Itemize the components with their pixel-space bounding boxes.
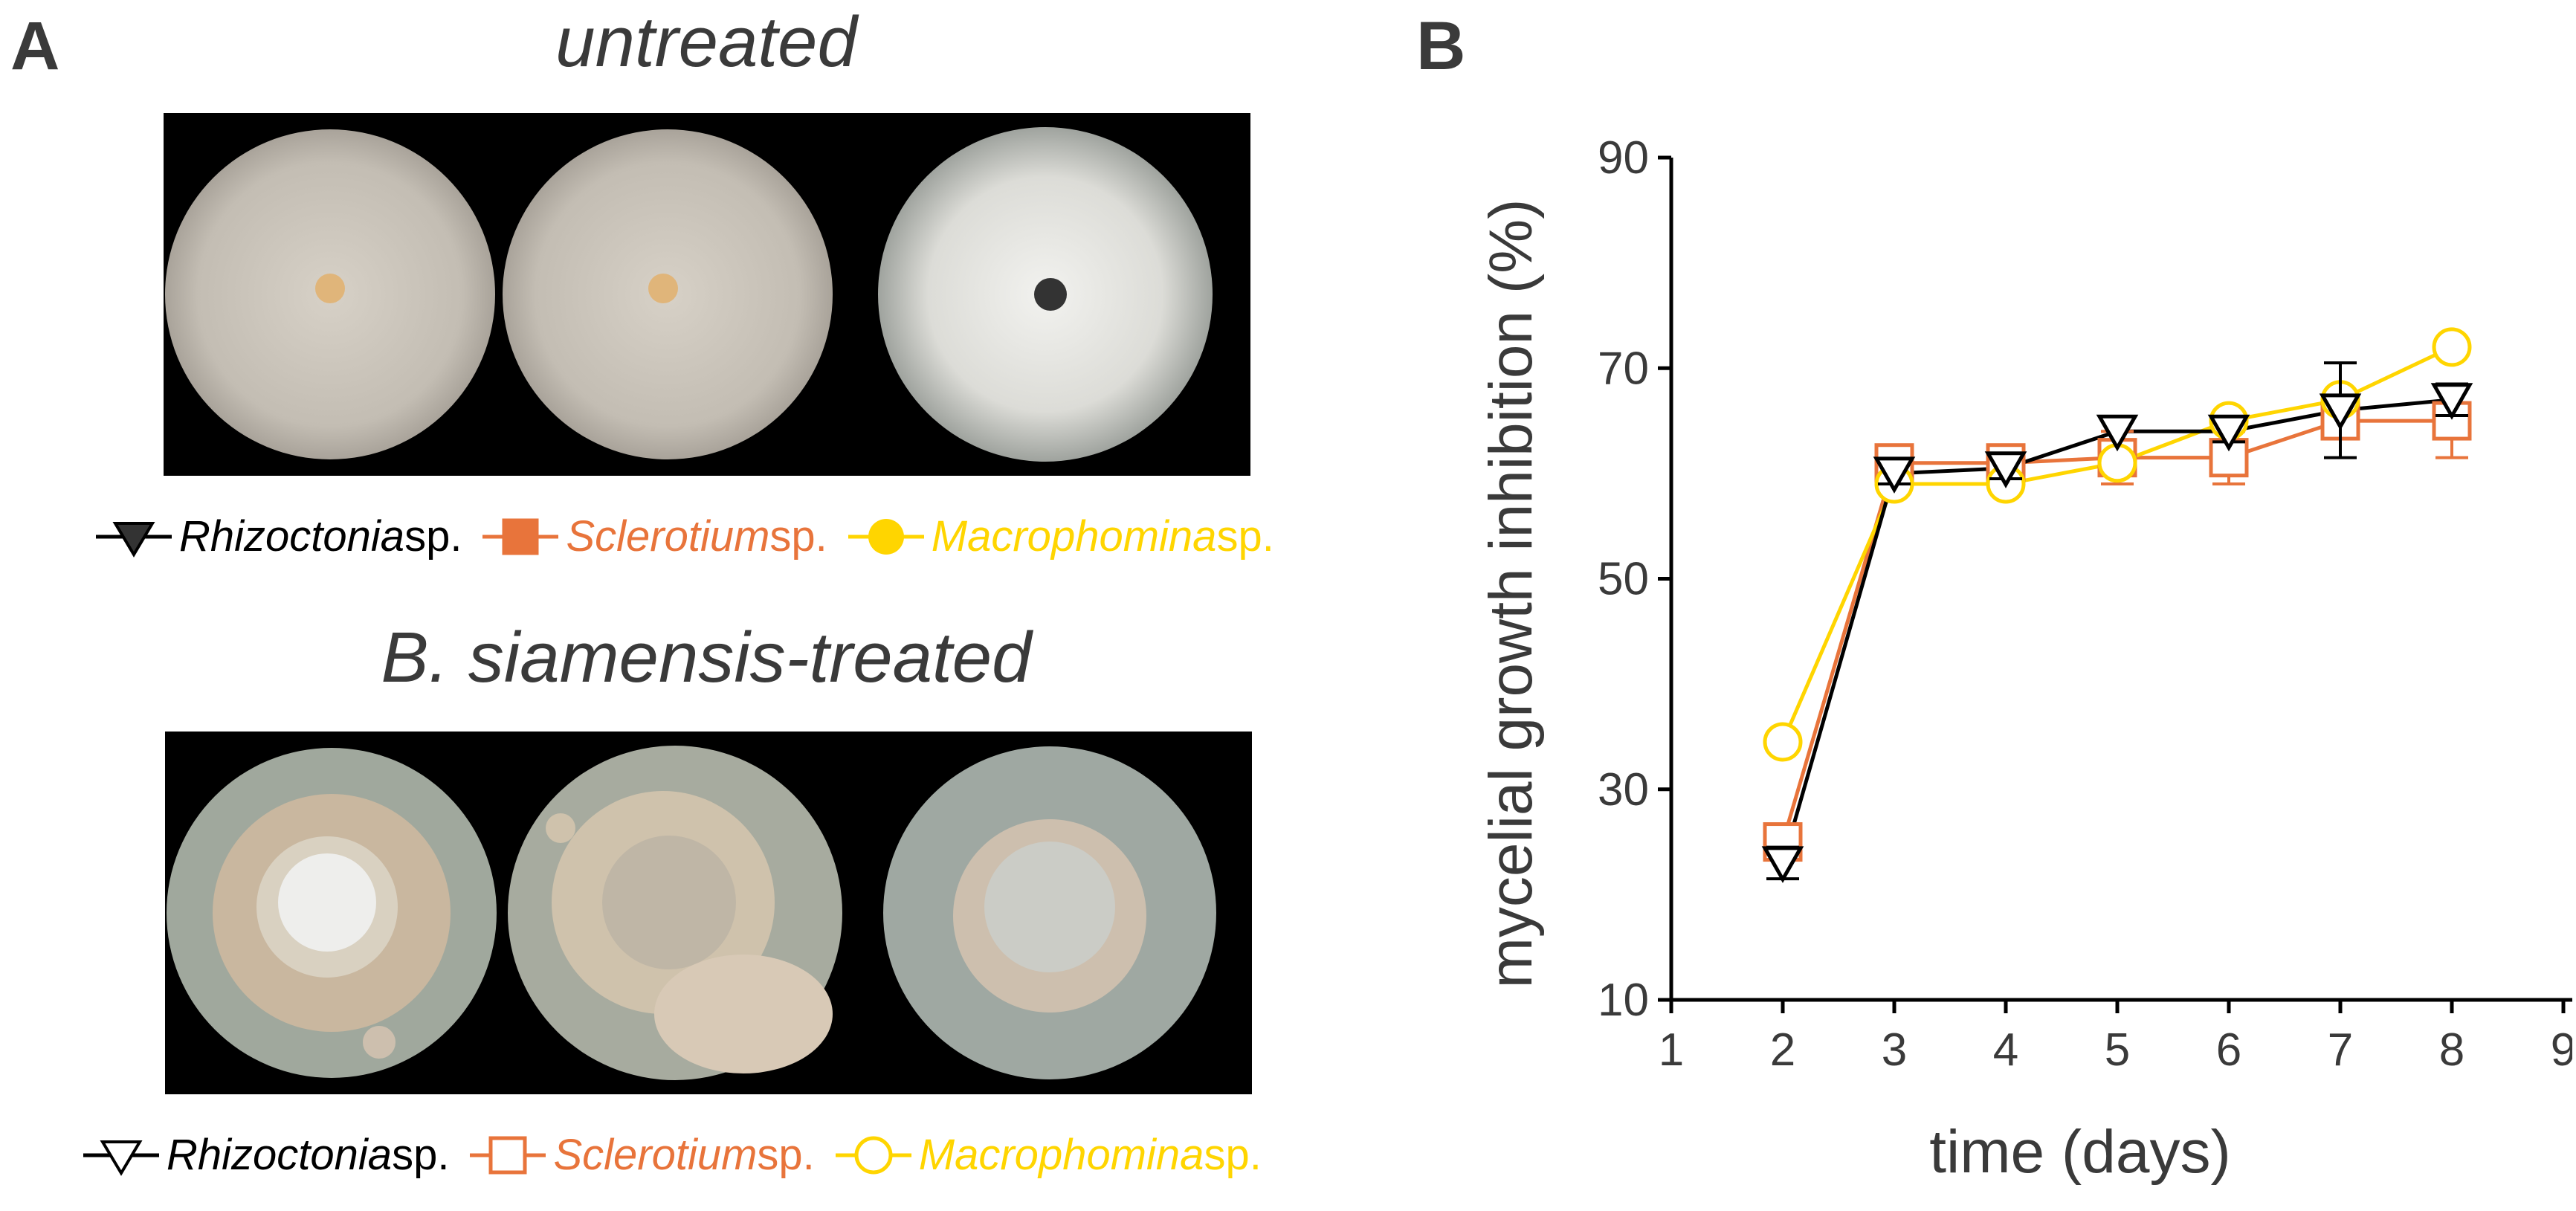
legend-untreated: Rhizoctonia sp. Sclerotium sp. Macrophom… xyxy=(93,511,1292,561)
legend-item-sclerotium-untreated: Sclerotium sp. xyxy=(480,511,827,561)
treated-plates-image xyxy=(165,732,1252,1094)
legend-genus: Macrophomina xyxy=(918,1131,1204,1179)
panel-a-label: A xyxy=(10,8,60,84)
x-axis-label: time (days) xyxy=(1929,1118,2231,1186)
legend-genus: Rhizoctonia xyxy=(167,1131,393,1179)
circle-filled-icon xyxy=(848,518,924,555)
legend-item-rhizoctonia-untreated: Rhizoctonia sp. xyxy=(93,511,462,561)
data-point-triangle xyxy=(2096,414,2139,452)
untreated-plates-image xyxy=(164,113,1250,476)
legend-item-rhizoctonia-treated: Rhizoctonia sp. xyxy=(80,1130,449,1180)
x-tick-label: 2 xyxy=(1770,1024,1795,1076)
y-tick-label: 30 xyxy=(1598,764,1649,816)
data-point-triangle xyxy=(2430,383,2473,420)
legend-genus: Sclerotium xyxy=(566,512,770,561)
square-filled-icon xyxy=(482,518,559,555)
y-tick-label: 10 xyxy=(1598,975,1649,1026)
data-point-triangle xyxy=(1873,456,1916,494)
x-tick-label: 3 xyxy=(1882,1024,1907,1076)
y-tick-label: 70 xyxy=(1598,343,1649,394)
x-tick-label: 1 xyxy=(1659,1024,1684,1076)
untreated-title: untreated xyxy=(555,2,857,82)
x-tick-label: 7 xyxy=(2328,1024,2353,1076)
x-tick-label: 8 xyxy=(2439,1024,2464,1076)
legend-item-macrophomina-untreated: Macrophomina sp. xyxy=(845,511,1274,561)
x-tick-label: 4 xyxy=(1993,1024,2018,1076)
data-point-triangle xyxy=(1761,846,1804,883)
data-point-triangle xyxy=(2207,414,2250,452)
legend-treated: Rhizoctonia sp. Sclerotium sp. Macrophom… xyxy=(80,1130,1279,1180)
treated-title: B. siamensis-treated xyxy=(381,618,1032,697)
x-tick-label: 6 xyxy=(2216,1024,2241,1076)
legend-genus: Rhizoctonia xyxy=(179,512,405,561)
legend-item-macrophomina-treated: Macrophomina sp. xyxy=(833,1130,1262,1180)
data-point-circle xyxy=(2432,327,2472,367)
growth-inhibition-chart: 10 30 50 70 90 1 2 3 4 5 6 7 8 9 time (days) mycelial g… xyxy=(1477,132,2572,1186)
x-tick-label: 5 xyxy=(2105,1024,2130,1076)
y-axis-label: mycelial growth inhibition (%) xyxy=(1477,199,1545,989)
data-point-circle xyxy=(1763,722,1803,762)
panel-b-label: B xyxy=(1416,8,1466,84)
square-open-icon xyxy=(470,1136,546,1174)
data-point-triangle xyxy=(2319,393,2362,430)
y-tick-label: 90 xyxy=(1598,132,1649,184)
legend-genus: Sclerotium xyxy=(553,1131,758,1179)
triangle-down-open-icon xyxy=(83,1140,159,1176)
triangle-down-filled-icon xyxy=(96,521,172,558)
circle-open-icon xyxy=(835,1136,911,1174)
legend-genus: Macrophomina xyxy=(931,512,1217,561)
data-point-triangle xyxy=(1984,451,2027,488)
x-tick-label: 9 xyxy=(2551,1024,2572,1076)
legend-item-sclerotium-treated: Sclerotium sp. xyxy=(467,1130,815,1180)
y-tick-label: 50 xyxy=(1598,554,1649,605)
